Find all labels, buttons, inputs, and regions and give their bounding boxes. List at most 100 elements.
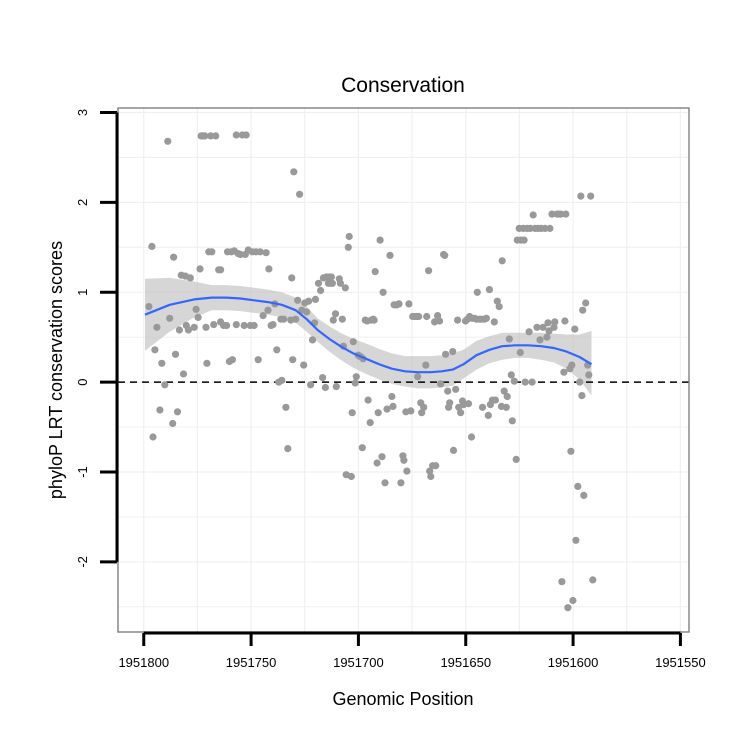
data-point: [521, 378, 529, 386]
data-point: [192, 305, 200, 313]
data-point: [352, 373, 360, 381]
data-point: [364, 396, 372, 404]
data-point: [578, 392, 586, 400]
data-point: [572, 536, 580, 544]
data-point: [407, 407, 415, 415]
data-point: [574, 482, 582, 490]
data-point: [262, 249, 270, 257]
data-point: [500, 387, 508, 395]
data-point: [284, 445, 292, 453]
x-tick-label: 1951800: [118, 655, 169, 670]
data-point: [305, 297, 313, 305]
x-tick-label: 1951700: [333, 655, 384, 670]
data-point: [567, 447, 575, 455]
data-point: [436, 317, 444, 325]
data-point: [403, 467, 411, 475]
data-point: [418, 409, 426, 417]
data-point: [336, 279, 344, 287]
y-axis-label: phyloP LRT conservation scores: [46, 241, 66, 499]
data-point: [503, 392, 511, 401]
data-point: [508, 417, 516, 425]
data-point: [551, 318, 559, 326]
data-point: [170, 253, 178, 261]
confidence-band: [145, 277, 592, 396]
data-point: [317, 286, 325, 295]
data-point: [232, 131, 240, 139]
data-point: [395, 300, 403, 308]
data-point: [434, 312, 442, 320]
y-tick-label: 2: [75, 199, 90, 206]
data-point: [550, 323, 558, 331]
data-point: [161, 381, 169, 389]
y-tick-label: 3: [75, 109, 90, 116]
data-point: [415, 312, 423, 321]
data-point: [314, 279, 323, 287]
data-point: [505, 335, 513, 343]
data-point: [389, 402, 397, 410]
data-point: [370, 316, 378, 324]
data-point: [169, 419, 177, 428]
data-point: [427, 472, 435, 481]
data-point: [478, 403, 487, 411]
data-point: [294, 296, 302, 304]
data-point: [288, 274, 296, 282]
data-point: [290, 168, 298, 176]
data-point: [265, 265, 273, 273]
data-point: [358, 444, 366, 452]
data-point: [158, 359, 166, 367]
data-point: [148, 242, 156, 250]
data-point: [278, 376, 286, 384]
data-point: [311, 295, 320, 303]
data-point: [217, 266, 225, 274]
data-point: [351, 379, 359, 387]
data-point: [425, 267, 433, 275]
data-point: [579, 306, 587, 314]
data-point: [149, 433, 157, 441]
data-point: [577, 192, 585, 200]
data-point: [273, 346, 281, 354]
data-point: [179, 370, 188, 378]
data-point: [516, 348, 524, 357]
data-point: [576, 378, 584, 386]
data-point: [495, 303, 503, 311]
data-point: [544, 319, 552, 327]
chart-title: Conservation: [341, 74, 465, 97]
data-point: [321, 383, 329, 392]
data-point: [374, 409, 382, 417]
data-point: [507, 371, 515, 379]
data-point: [381, 479, 389, 487]
y-tick-label: -2: [75, 556, 90, 568]
data-point: [196, 265, 204, 273]
data-point: [580, 491, 588, 499]
data-point: [341, 284, 349, 292]
smooth-curve: [144, 296, 593, 374]
data-point: [338, 315, 346, 323]
data-point: [484, 411, 492, 419]
x-axis-label: Genomic Position: [332, 689, 473, 709]
data-point: [543, 333, 551, 341]
data-point: [482, 314, 490, 322]
data-point: [420, 403, 428, 411]
data-point: [422, 361, 430, 369]
data-point: [307, 381, 315, 389]
x-tick-label: 1951650: [440, 655, 491, 670]
data-point: [348, 409, 356, 417]
data-point: [400, 456, 408, 464]
data-point: [473, 288, 481, 296]
data-point: [228, 356, 236, 364]
data-point: [371, 268, 379, 276]
data-point: [546, 224, 554, 232]
data-point: [212, 132, 220, 140]
data-point: [327, 273, 335, 281]
data-point: [562, 210, 570, 218]
data-point: [449, 446, 458, 454]
data-point: [564, 604, 572, 612]
data-point: [493, 297, 501, 305]
data-point: [464, 400, 473, 408]
x-tick-label: 1951550: [655, 655, 706, 670]
data-point: [510, 377, 518, 385]
data-point: [454, 316, 462, 324]
data-point: [203, 359, 211, 367]
confidence-band-area: [145, 277, 592, 396]
